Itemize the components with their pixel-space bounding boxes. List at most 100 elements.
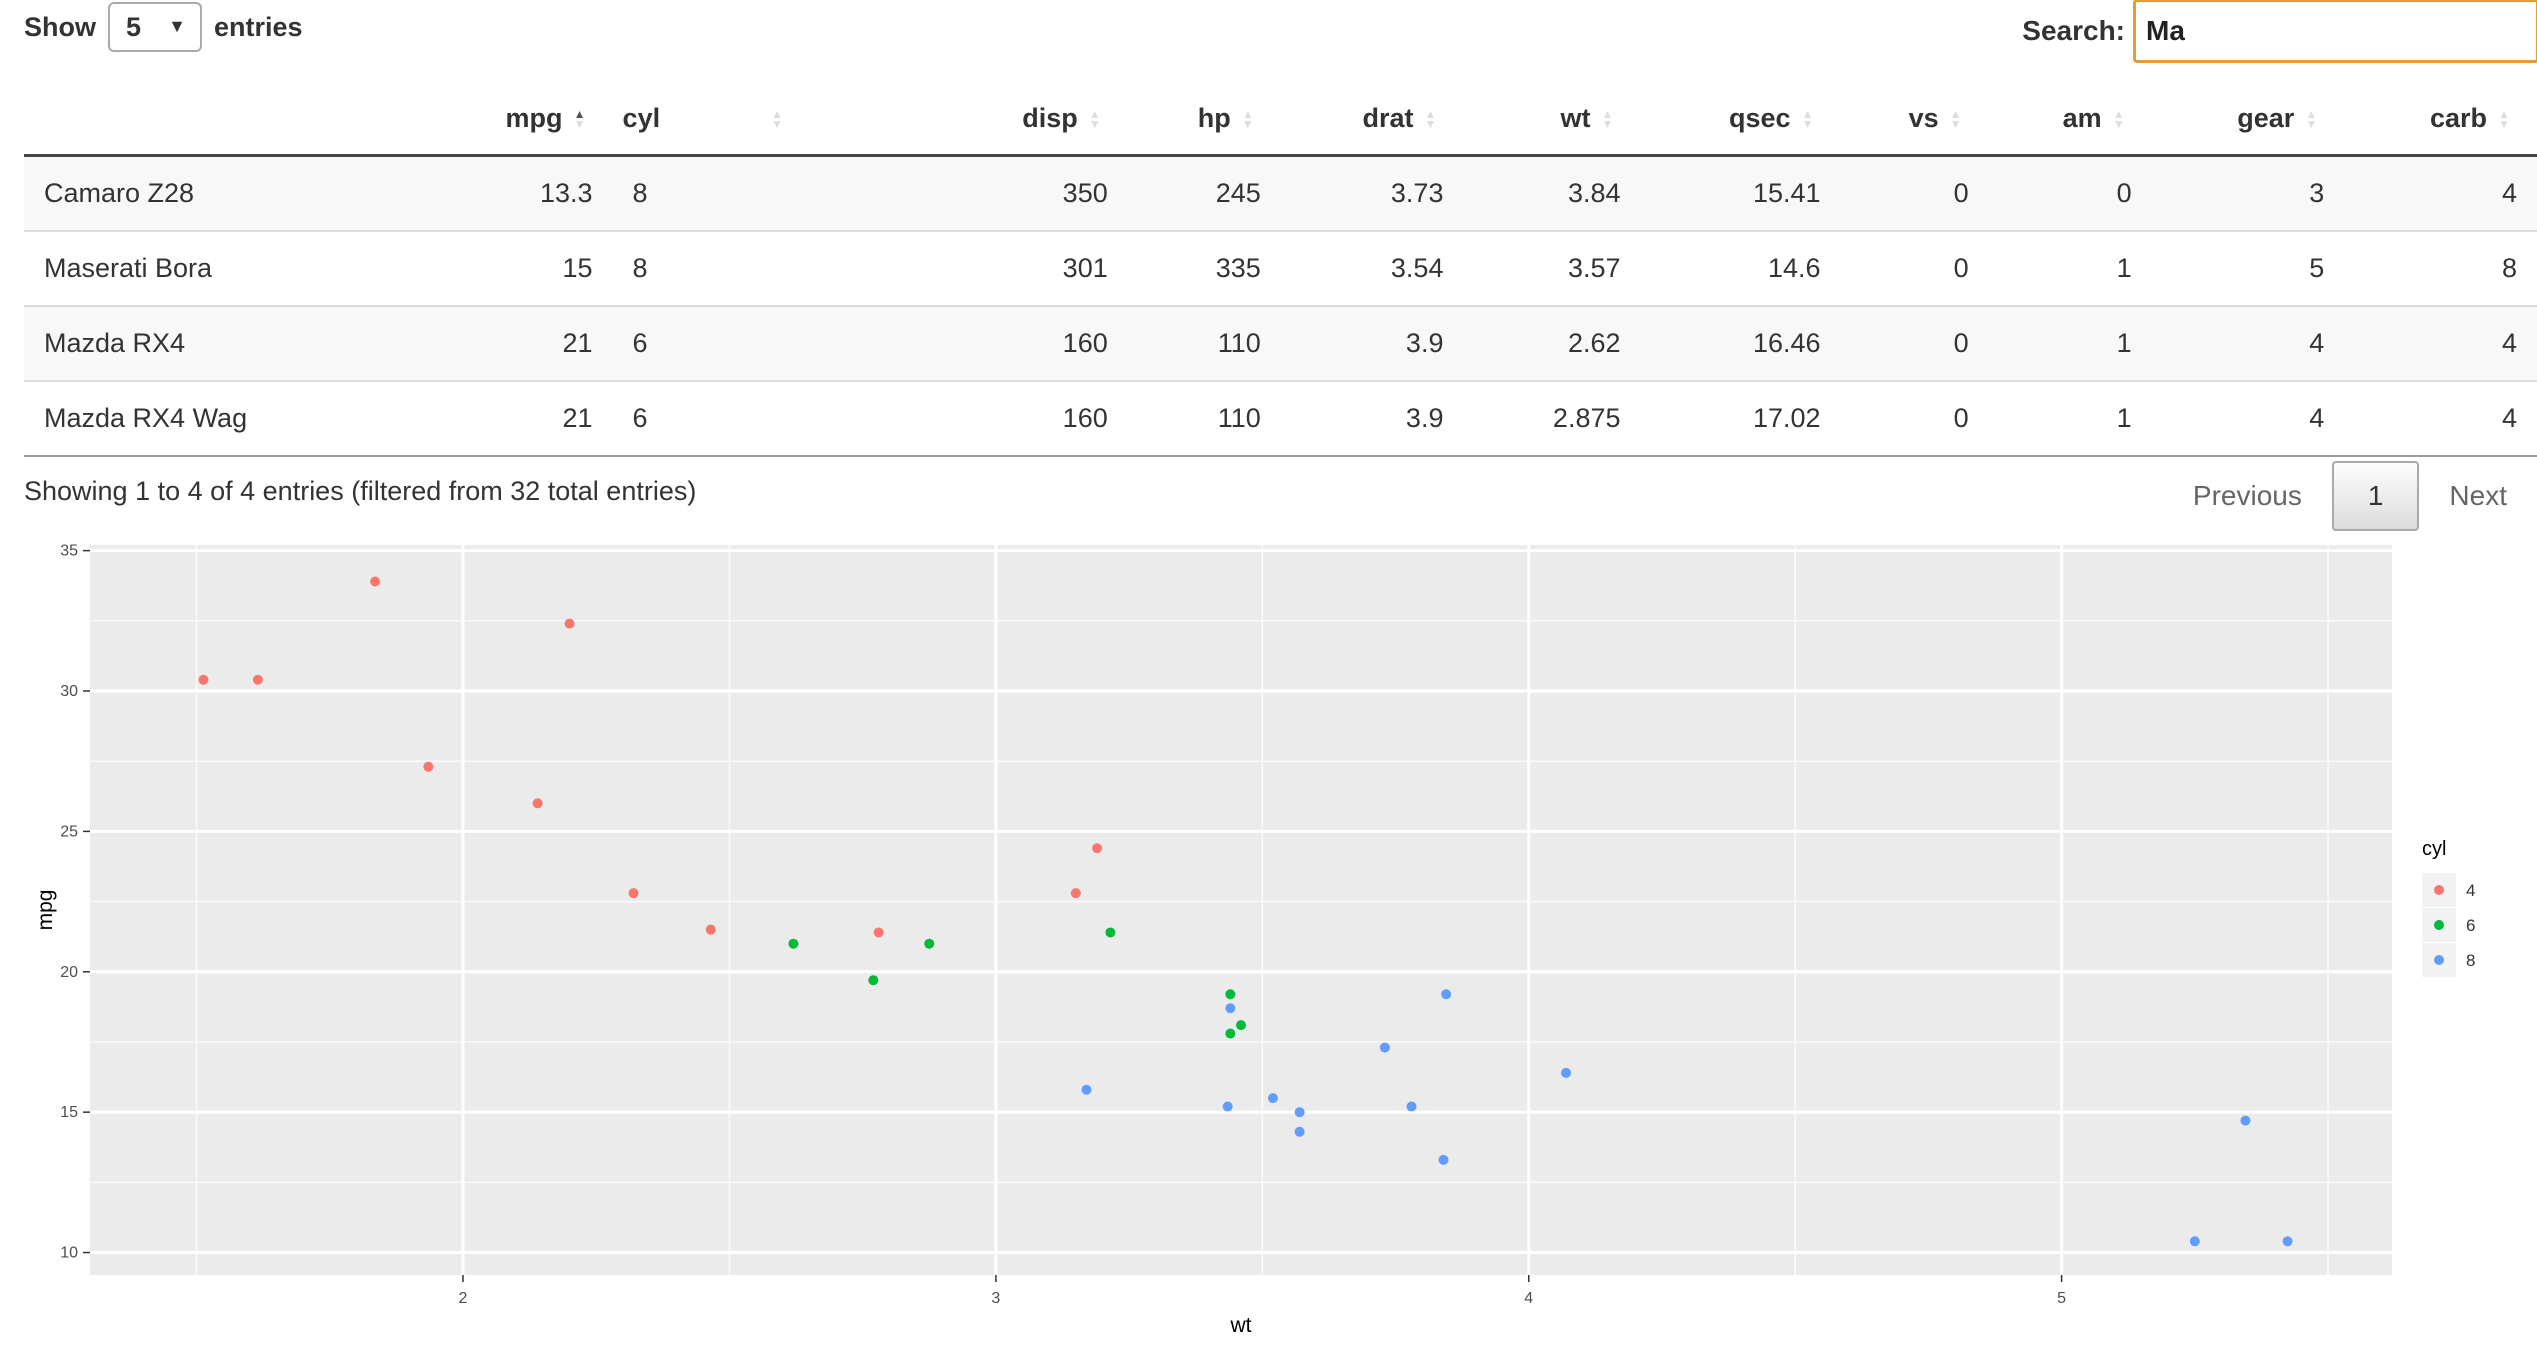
column-header-vs[interactable]: vs ▲ ▼ [1840,82,1989,157]
row-name-cell: Maserati Bora [24,231,420,307]
data-point-cyl-8 [1294,1107,1305,1118]
column-header-carb[interactable]: carb ▲ ▼ [2344,82,2537,157]
show-label: Show [24,11,96,42]
table-cell-am: 1 [1988,231,2152,307]
table-cell-disp: 160 [937,381,1128,457]
search-label: Search: [2022,15,2125,46]
column-header-label: gear [2237,102,2295,133]
search-control: Search: [2022,0,2537,64]
data-point-cyl-8 [1225,1003,1236,1014]
column-header-label: cyl [622,102,661,133]
table-cell-hp: 110 [1127,381,1281,457]
data-point-cyl-8 [2189,1236,2200,1247]
table-body: Camaro Z28 13.3 8 350 245 3.73 3.84 15.41 0 0 3 4 Ma… [24,155,2537,457]
sort-icon: ▲ ▼ [1424,107,1437,132]
table-row[interactable]: Mazda RX4 21 6 160 110 3.9 2.62 16.46 0 1 4 4 [24,306,2537,382]
table-cell-wt: 2.62 [1463,306,1641,382]
column-header-label: hp [1197,102,1231,133]
sort-icon: ▲ ▼ [573,107,586,132]
table-cell-carb: 8 [2344,231,2537,307]
table-cell-mpg: 15 [420,231,613,307]
dropdown-arrow-icon: ▼ [168,16,186,36]
table-info-text: Showing 1 to 4 of 4 entries (filtered fr… [24,476,697,506]
next-page-button[interactable]: Next [2449,480,2507,511]
sort-icon: ▲ ▼ [1088,107,1101,132]
data-point-cyl-6 [924,938,935,949]
column-header-am[interactable]: am ▲ ▼ [1988,82,2152,157]
table-cell-am: 0 [1988,155,2152,232]
data-point-cyl-4 [423,761,434,772]
column-header-rownames[interactable] [24,82,420,157]
table-cell-mpg: 13.3 [420,155,613,232]
y-tick-label: 25 [60,823,78,840]
entries-per-page-select[interactable]: 5 ▼ [108,2,202,52]
table-cell-drat: 3.54 [1280,231,1464,307]
page-1-button[interactable]: 1 [2331,461,2420,531]
data-point-cyl-4 [628,888,639,899]
table-row[interactable]: Maserati Bora 15 8 301 335 3.54 3.57 14.6 0 1 5 8 [24,231,2537,307]
table-cell-carb: 4 [2344,381,2537,457]
data-point-cyl-4 [370,576,381,587]
sort-icon: ▲ ▼ [2498,107,2510,132]
data-point-cyl-8 [1222,1101,1233,1112]
data-point-cyl-4 [873,927,884,938]
table-cell-mpg: 21 [420,306,613,382]
previous-page-button[interactable]: Previous [2192,480,2302,511]
column-header-label: carb [2429,102,2487,133]
x-axis-title: wt [1230,1314,1252,1335]
table-cell-vs: 0 [1840,381,1989,457]
column-header-gear[interactable]: gear ▲ ▼ [2151,82,2345,157]
x-tick-label: 4 [1524,1290,1533,1307]
legend-key-point-8 [2434,955,2444,965]
sort-icon: ▲ ▼ [2305,107,2318,132]
table-cell-cyl: 6 [612,381,938,457]
row-name-cell: Camaro Z28 [24,155,420,232]
table-cell-hp: 335 [1127,231,1281,307]
search-input[interactable] [2133,0,2537,63]
y-axis-title: mpg [34,890,57,931]
legend-label: 8 [2466,951,2475,970]
data-point-cyl-4 [198,674,209,685]
sort-icon: ▲ ▼ [1801,107,1814,132]
column-header-cyl[interactable]: cyl ▲ ▼ [612,82,938,157]
table-cell-carb: 4 [2344,306,2537,382]
data-point-cyl-4 [532,798,543,809]
table-cell-qsec: 15.41 [1640,155,1841,232]
data-point-cyl-8 [2240,1115,2251,1126]
column-header-drat[interactable]: drat ▲ ▼ [1280,82,1464,157]
data-point-cyl-8 [1561,1067,1572,1078]
column-header-mpg[interactable]: mpg ▲ ▼ [420,82,613,157]
table-cell-qsec: 17.02 [1640,381,1841,457]
table-cell-cyl: 8 [612,155,938,232]
data-point-cyl-8 [1379,1042,1390,1053]
column-header-disp[interactable]: disp ▲ ▼ [937,82,1128,157]
table-row[interactable]: Camaro Z28 13.3 8 350 245 3.73 3.84 15.41 0 0 3 4 [24,155,2537,232]
sort-icon: ▲ ▼ [1241,107,1254,132]
table-cell-vs: 0 [1840,306,1989,382]
table-cell-gear: 4 [2151,306,2345,382]
table-cell-qsec: 16.46 [1640,306,1841,382]
data-point-cyl-6 [1236,1020,1246,1031]
data-point-cyl-8 [2282,1236,2293,1247]
data-point-cyl-6 [868,975,879,986]
legend: cyl 4 6 8 [2422,838,2475,977]
sort-icon: ▲ ▼ [771,107,784,132]
column-header-qsec[interactable]: qsec ▲ ▼ [1640,82,1841,157]
table-cell-drat: 3.9 [1280,306,1464,382]
data-point-cyl-6 [1105,927,1116,938]
data-point-cyl-6 [1225,989,1236,1000]
table-cell-mpg: 21 [420,381,613,457]
column-header-label: qsec [1728,102,1791,133]
legend-title: cyl [2422,838,2446,860]
table-row[interactable]: Mazda RX4 Wag 21 6 160 110 3.9 2.875 17.02 0 1 4 4 [24,381,2537,457]
column-header-wt[interactable]: wt ▲ ▼ [1463,82,1641,157]
pagination: Previous 1 Next [2163,460,2537,532]
column-header-label: am [2062,102,2102,133]
data-point-cyl-8 [1406,1101,1417,1112]
data-point-cyl-8 [1081,1084,1092,1095]
column-header-label: vs [1908,102,1939,133]
table-cell-wt: 3.84 [1463,155,1641,232]
legend-label: 6 [2466,916,2475,935]
column-header-hp[interactable]: hp ▲ ▼ [1127,82,1281,157]
table-cell-drat: 3.73 [1280,155,1464,232]
